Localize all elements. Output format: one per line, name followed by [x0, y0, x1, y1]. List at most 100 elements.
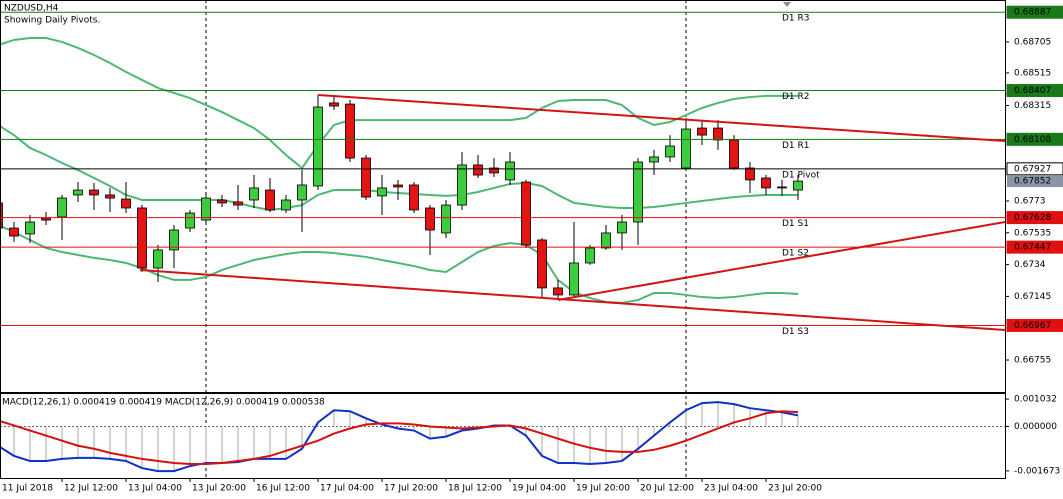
y-tick-label: 0.000000 — [1014, 422, 1057, 432]
x-tick-label: 17 Jul 20:00 — [384, 484, 438, 494]
candle-body — [217, 199, 227, 204]
trendline — [557, 221, 1006, 301]
candle-body — [329, 102, 339, 107]
candle-body — [409, 184, 419, 211]
chart-title: NZDUSD,H4 — [4, 4, 59, 14]
x-tick-label: 23 Jul 04:00 — [704, 484, 758, 494]
candle-body — [777, 186, 787, 189]
candle-body — [121, 198, 131, 209]
candle-body — [233, 201, 243, 206]
trendline — [139, 269, 1006, 331]
pivot-price-box — [1006, 84, 1063, 98]
candle-body — [0, 202, 3, 229]
price-panel-frame — [0, 0, 1006, 393]
candle-body — [73, 189, 83, 196]
pivot-price-box — [1006, 5, 1063, 19]
pivot-price-label: 0.66967 — [1014, 321, 1051, 331]
y-tick-label: 0.6773 — [1014, 196, 1046, 206]
candle-body — [745, 167, 755, 181]
candle-body — [569, 262, 579, 296]
candle-body — [153, 249, 163, 269]
candle-body — [297, 184, 307, 201]
x-tick-label: 11 Jul 2018 — [2, 484, 53, 494]
candle-body — [729, 139, 739, 169]
macd-panel-frame — [0, 393, 1006, 479]
candle-body — [25, 221, 35, 235]
pivot-price-box — [1006, 132, 1063, 146]
x-tick-label: 12 Jul 12:00 — [64, 484, 118, 494]
candle-body — [713, 127, 723, 141]
x-tick-label: 23 Jul 20:00 — [768, 484, 822, 494]
x-tick-label: 13 Jul 04:00 — [128, 484, 182, 494]
macd-label: MACD(12,26,1) 0.000419 0.000419 MACD(12,… — [2, 398, 325, 408]
pivot-label: D1 S2 — [782, 249, 809, 259]
candle-body — [137, 207, 147, 269]
pivot-price-label: 0.68887 — [1014, 8, 1051, 18]
candle-body — [489, 167, 499, 174]
pivot-price-box — [1006, 162, 1063, 176]
bollinger-band — [0, 224, 799, 304]
y-tick-label: 0.68705 — [1014, 37, 1051, 47]
candle-body — [361, 157, 371, 198]
candle-body — [249, 187, 259, 201]
x-tick-label: 16 Jul 12:00 — [256, 484, 310, 494]
y-tick-label: 0.68315 — [1014, 101, 1051, 111]
frame — [0, 0, 1006, 479]
pivot-price-box — [1006, 318, 1063, 332]
candle-body — [425, 207, 435, 231]
pivot-label: D1 R1 — [782, 141, 810, 151]
x-tick-label: 19 Jul 20:00 — [576, 484, 630, 494]
pivot-label: D1 Pivot — [782, 170, 820, 180]
pivot-price-label: 0.67447 — [1014, 243, 1051, 253]
x-tick-label: 17 Jul 04:00 — [320, 484, 374, 494]
bollinger-band — [0, 37, 798, 170]
pivot-label: D1 S1 — [782, 219, 809, 229]
layout — [205, 0, 687, 478]
candle-body — [537, 239, 547, 289]
plot — [0, 11, 1005, 473]
macd-line — [0, 410, 799, 466]
pivot-price-label: 0.68407 — [1014, 86, 1051, 96]
candle-body — [281, 199, 291, 211]
y-tick-label: 0.68515 — [1014, 68, 1051, 78]
pivot-label: D1 R3 — [782, 14, 810, 24]
current-price-label: 0.67852 — [1014, 177, 1051, 187]
candle-body — [201, 197, 211, 221]
x-tick-label: 19 Jul 04:00 — [512, 484, 566, 494]
candle-body — [105, 194, 115, 199]
pivot-price-label: 0.68108 — [1014, 135, 1051, 145]
candle-body — [457, 164, 467, 206]
x-tick-label: 13 Jul 20:00 — [192, 484, 246, 494]
pivot-price-box — [1006, 240, 1063, 254]
candle-body — [169, 229, 179, 251]
candle-body — [617, 221, 627, 234]
candle-body — [585, 247, 595, 264]
y-tick-label: 0.66755 — [1014, 356, 1051, 366]
shift-marker — [783, 2, 791, 7]
trendline — [317, 94, 1006, 142]
candle-body — [793, 180, 803, 191]
candle-body — [393, 184, 403, 188]
y-tick-label: 0.67535 — [1014, 228, 1051, 238]
candle-body — [649, 156, 659, 163]
candle-body — [553, 287, 563, 296]
trendlines — [139, 94, 1006, 331]
pivot-price-box — [1006, 211, 1063, 225]
pivot-price-label: 0.67628 — [1014, 213, 1051, 223]
candle-body — [633, 161, 643, 223]
x-tick-label: 18 Jul 12:00 — [448, 484, 502, 494]
candle-body — [89, 189, 99, 196]
candle-body — [697, 127, 707, 136]
candle-body — [473, 164, 483, 176]
y-tick-label: 0.001032 — [1014, 395, 1057, 405]
candle-body — [345, 103, 355, 159]
y-tick-label: 0.6734 — [1014, 260, 1046, 270]
x-tick-label: 20 Jul 12:00 — [640, 484, 694, 494]
candle-body — [41, 217, 51, 221]
candle-body — [377, 187, 387, 197]
chart-subtitle: Showing Daily Pivots. — [4, 16, 100, 26]
candle-body — [441, 204, 451, 234]
candle-body — [265, 189, 275, 211]
candle-body — [505, 161, 515, 181]
